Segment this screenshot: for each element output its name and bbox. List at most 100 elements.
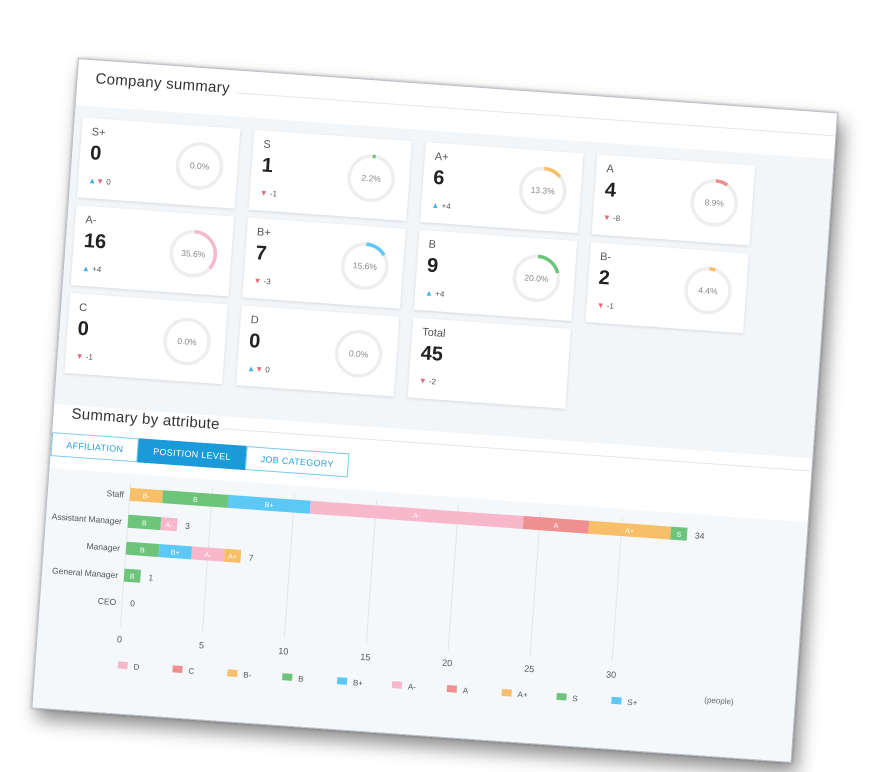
grade-change: ▲▼ 0 xyxy=(247,364,270,375)
gridline xyxy=(447,505,460,651)
x-tick-label: 20 xyxy=(442,658,453,669)
legend-swatch xyxy=(446,684,458,693)
donut-percent: 0.0% xyxy=(177,336,197,347)
donut-arc xyxy=(512,254,561,303)
grade-change: ▲ +4 xyxy=(425,288,445,298)
tab-affiliation[interactable]: AFFILIATION xyxy=(50,432,140,463)
bar-segment xyxy=(227,494,311,514)
donut-percent: 0.0% xyxy=(349,348,369,359)
change-value: -3 xyxy=(261,276,272,287)
percent-donut: 15.6% xyxy=(341,242,389,290)
donut-percent: 2.2% xyxy=(361,173,381,184)
grade-card: B+ 7 ▼ -3 15.6% xyxy=(242,217,406,309)
grade-count: 0 xyxy=(248,329,262,353)
change-value: -1 xyxy=(267,188,278,199)
grade-count: 9 xyxy=(426,254,439,278)
grade-count: 7 xyxy=(254,242,268,265)
bar-segment xyxy=(162,490,229,508)
grade-count: 45 xyxy=(419,342,444,366)
grade-card: A- 16 ▲ +4 35.6% xyxy=(70,205,235,297)
percent-donut: 0.0% xyxy=(175,142,224,190)
legend-swatch xyxy=(501,688,512,697)
donut-arc xyxy=(169,229,218,278)
category-label: Manager xyxy=(86,541,120,553)
x-tick-label: 5 xyxy=(199,640,205,650)
legend-label: S xyxy=(572,694,578,703)
bar-total-label: 3 xyxy=(185,521,191,531)
legend-swatch xyxy=(611,696,622,705)
change-value: -8 xyxy=(610,213,621,224)
bar-segment xyxy=(191,546,225,562)
company-summary-title: Company summary xyxy=(94,70,231,97)
donut-percent: 35.6% xyxy=(181,248,206,260)
grade-label: B xyxy=(428,238,437,252)
category-label: General Manager xyxy=(52,565,119,580)
segment-label: S xyxy=(676,532,681,539)
segment-label: B+ xyxy=(264,502,273,510)
tab-job-category[interactable]: JOB CATEGORY xyxy=(244,446,350,478)
grade-change: ▼ -1 xyxy=(75,352,93,362)
legend-label: B xyxy=(298,674,304,683)
grade-count: 6 xyxy=(432,166,446,190)
bar-total-label: 7 xyxy=(248,552,254,562)
legend-label: D xyxy=(133,663,140,672)
grade-card: B- 2 ▼ -1 4.4% xyxy=(585,242,749,334)
grade-card: Total 45 ▼ -2 xyxy=(407,317,571,409)
segment-label: B xyxy=(130,574,135,581)
grade-card: A 4 ▼ -8 8.9% xyxy=(591,154,756,246)
legend-swatch xyxy=(282,673,293,681)
bar-segment xyxy=(670,526,688,541)
legend-swatch xyxy=(391,681,403,689)
legend-swatch xyxy=(172,665,183,674)
change-value: 0 xyxy=(262,365,271,375)
percent-donut: 0.0% xyxy=(334,330,383,378)
bar-segment xyxy=(158,544,193,560)
segment-label: B+ xyxy=(171,549,180,557)
segment-label: B xyxy=(193,497,198,504)
segment-label: B- xyxy=(142,493,150,501)
legend-label: C xyxy=(188,666,195,675)
change-value: 0 xyxy=(103,177,112,187)
percent-donut: 20.0% xyxy=(512,254,561,303)
donut-arc xyxy=(347,154,395,203)
grade-card: S+ 0 ▲▼ 0 0.0% xyxy=(77,117,241,209)
grade-change: ▼ -2 xyxy=(418,376,436,386)
grade-label: A- xyxy=(85,213,97,227)
change-value: -1 xyxy=(83,352,94,362)
grade-change: ▲ +4 xyxy=(82,264,102,274)
x-tick-label: 25 xyxy=(524,663,535,674)
bar-segment xyxy=(223,548,242,563)
tab-position-level[interactable]: POSITION LEVEL xyxy=(137,438,247,470)
donut-percent: 4.4% xyxy=(698,285,718,296)
gridline xyxy=(283,493,296,639)
gridline xyxy=(529,511,541,656)
grade-change: ▼ -1 xyxy=(260,188,278,198)
legend-swatch xyxy=(117,661,128,670)
x-unit-label: (people) xyxy=(704,695,734,706)
percent-donut: 35.6% xyxy=(169,229,218,278)
bar-segment xyxy=(125,541,160,558)
grade-card: C 0 ▼ -1 0.0% xyxy=(64,293,228,385)
bar-total-label: 34 xyxy=(695,530,705,541)
grade-label: D xyxy=(250,314,260,327)
summary-cards: S+ 0 ▲▼ 0 0.0% S 1 ▼ -1 2.2% A+ 6 ▲ +4 13.3% A 4 ▼ -8 8… xyxy=(64,59,837,409)
bar-segment xyxy=(522,516,590,534)
bar-segment xyxy=(160,517,178,532)
grade-card: A+ 6 ▲ +4 13.3% xyxy=(420,142,584,234)
bar-segment xyxy=(123,568,141,583)
grade-count: 4 xyxy=(604,179,617,202)
legend-label: B+ xyxy=(353,678,364,688)
legend-label: A xyxy=(462,686,469,695)
legend-swatch xyxy=(227,669,238,677)
grade-change: ▲ +4 xyxy=(431,201,451,211)
segment-label: A+ xyxy=(228,554,237,562)
gridline xyxy=(365,499,378,645)
legend-swatch xyxy=(556,692,567,701)
segment-label: A xyxy=(553,523,558,530)
legend-label: B- xyxy=(243,670,252,680)
donut-track xyxy=(163,317,211,366)
category-label: Staff xyxy=(106,488,125,499)
grade-count: 0 xyxy=(89,142,103,165)
grade-label: A xyxy=(605,163,615,176)
